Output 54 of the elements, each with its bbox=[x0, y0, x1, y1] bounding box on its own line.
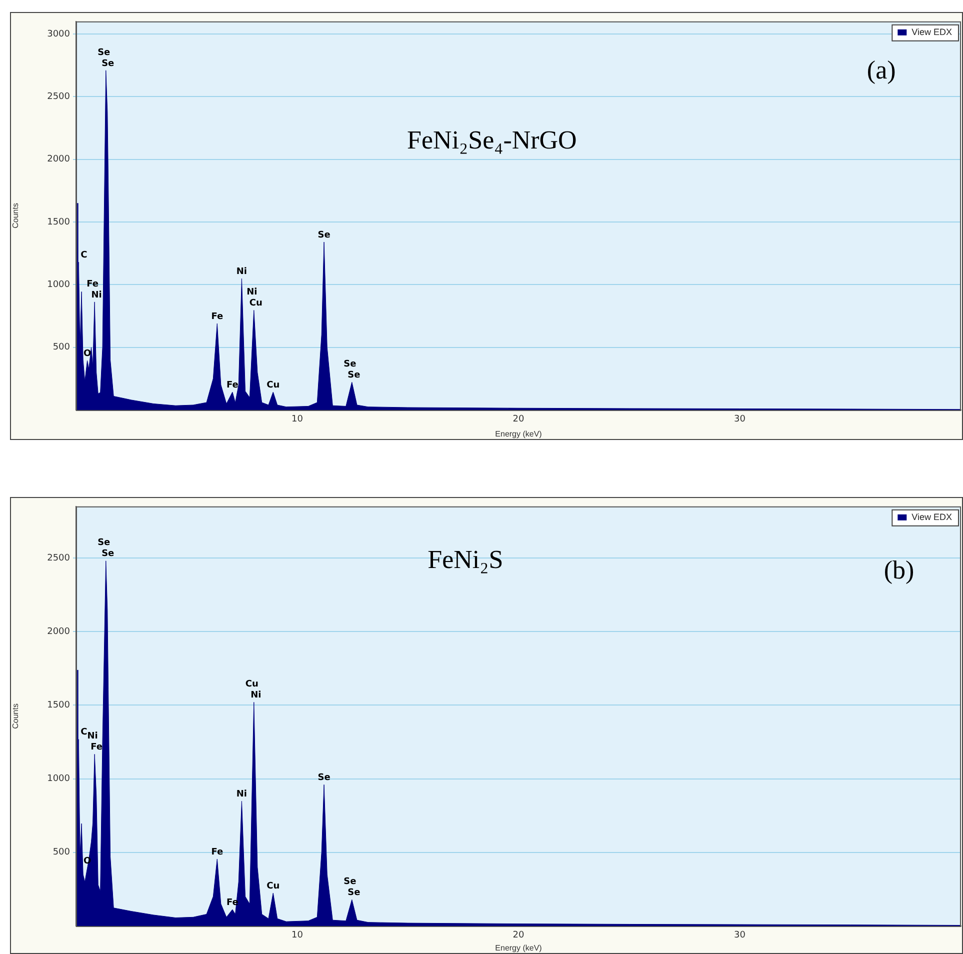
annotation: Cu bbox=[266, 380, 280, 390]
y-tick-label: 2000 bbox=[47, 626, 70, 637]
annotation: C bbox=[80, 728, 88, 738]
y-tick-label: 500 bbox=[52, 342, 70, 353]
y-tick-label: 1500 bbox=[47, 700, 70, 710]
annotation: Fe bbox=[226, 380, 238, 390]
annotation: Se bbox=[344, 360, 356, 370]
annotation: Ni bbox=[250, 690, 262, 701]
annotation: Se bbox=[318, 230, 330, 240]
annotation: Ni bbox=[246, 288, 258, 298]
annotation: Fe bbox=[211, 847, 224, 858]
annotation: Se bbox=[348, 888, 360, 898]
y-tick-label: 2500 bbox=[47, 553, 70, 564]
x-tick-label: 20 bbox=[512, 414, 524, 425]
annotation: Se bbox=[102, 58, 114, 69]
annotation: Se bbox=[98, 538, 110, 548]
annotation: Ni bbox=[91, 290, 102, 300]
annotation: Fe bbox=[211, 312, 224, 322]
x-tick-label: 20 bbox=[512, 930, 524, 941]
annotation: Ni bbox=[236, 789, 248, 800]
annotation: Fe bbox=[90, 742, 103, 753]
annotation: Cu bbox=[266, 881, 280, 892]
y-tick-label: 2500 bbox=[47, 92, 70, 102]
annotation: Se bbox=[98, 48, 110, 58]
annotation: Ni bbox=[236, 266, 248, 277]
text: FeNi₂Se₄-NrGO bbox=[407, 126, 577, 155]
y-tick-label: 2000 bbox=[47, 154, 70, 165]
legend-label: View EDX bbox=[912, 26, 952, 37]
annotation: C bbox=[80, 250, 88, 260]
legend-label: View EDX bbox=[912, 512, 952, 522]
annotation: Cu bbox=[245, 680, 258, 690]
y-tick-label: 1000 bbox=[47, 280, 70, 290]
y-axis-title: Counts bbox=[11, 704, 20, 729]
y-tick-label: 1000 bbox=[47, 774, 70, 784]
y-tick-label: 1500 bbox=[47, 217, 70, 228]
annotation: Fe bbox=[86, 279, 99, 290]
x-axis-title: Energy (keV) bbox=[495, 943, 542, 952]
annotation: (b) bbox=[884, 555, 914, 584]
x-tick-label: 30 bbox=[734, 414, 746, 425]
y-tick-label: 3000 bbox=[47, 29, 70, 40]
annotation: Se bbox=[344, 876, 356, 887]
annotation: Se bbox=[348, 370, 360, 381]
annotation: Se bbox=[318, 773, 330, 784]
annotation: Se bbox=[102, 549, 114, 560]
annotation: (a) bbox=[866, 56, 896, 85]
y-tick-label: 500 bbox=[52, 848, 70, 858]
annotation: Cu bbox=[249, 298, 262, 309]
x-tick-label: 10 bbox=[292, 414, 304, 425]
x-axis-title: Energy (keV) bbox=[495, 429, 542, 438]
x-tick-label: 30 bbox=[734, 930, 746, 941]
annotation: Ni bbox=[87, 732, 98, 742]
x-tick-label: 10 bbox=[292, 930, 304, 941]
y-axis-title: Counts bbox=[11, 203, 20, 228]
text: FeNi₂S bbox=[428, 544, 504, 574]
